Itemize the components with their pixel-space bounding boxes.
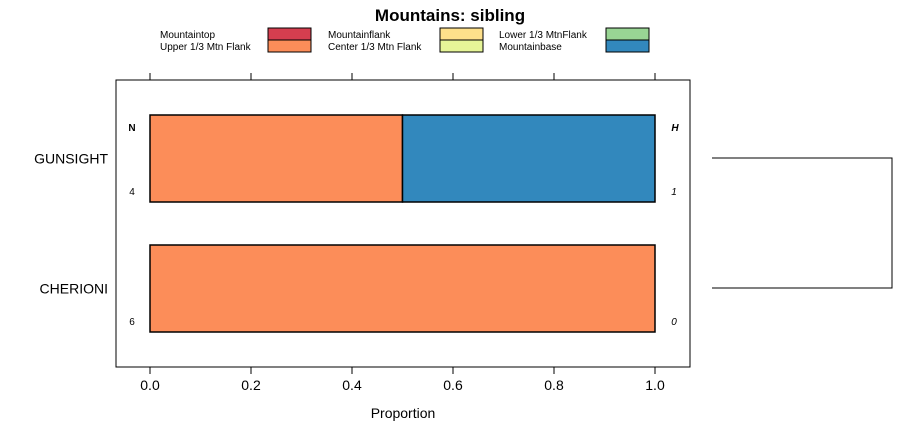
x-tick-label: 0.2 (241, 377, 261, 393)
bar-segment (401, 114, 656, 203)
x-tick-label: 0.8 (544, 377, 564, 393)
x-tick-label: 0.4 (342, 377, 362, 393)
category-label: CHERIONI (40, 281, 108, 297)
legend-swatch (439, 39, 484, 53)
legend-swatch (605, 39, 650, 53)
n-value: 6 (129, 317, 135, 328)
legend-label: Mountaintop (160, 30, 215, 41)
bar-segment (149, 114, 404, 203)
chart-title: Mountains: sibling (375, 6, 525, 25)
h-value: 1 (671, 187, 677, 198)
legend-label: Center 1/3 Mtn Flank (328, 42, 422, 53)
legend-label: Mountainbase (499, 42, 562, 53)
x-tick-label: 0.0 (140, 377, 160, 393)
x-axis-label: Proportion (371, 405, 436, 421)
bars: GUNSIGHT 4 1 CHERIONI 6 0 (34, 114, 677, 333)
legend-swatch (267, 39, 312, 53)
legend-swatch (267, 27, 312, 41)
plot-panel (115, 79, 691, 368)
h-header: H (671, 123, 679, 134)
legend-label: Upper 1/3 Mtn Flank (160, 42, 252, 53)
bar-segment (149, 244, 656, 333)
legend-label: Mountainflank (328, 30, 391, 41)
dendrogram (712, 157, 893, 289)
h-value: 0 (671, 317, 677, 328)
n-value: 4 (129, 187, 135, 198)
legend-label: Lower 1/3 MtnFlank (499, 30, 588, 41)
n-header: N (128, 123, 135, 134)
legend-swatch (605, 27, 650, 41)
category-label: GUNSIGHT (34, 151, 108, 167)
x-axis: 0.0 0.2 0.4 0.6 0.8 1.0 (140, 73, 665, 393)
x-tick-label: 1.0 (645, 377, 665, 393)
x-tick-label: 0.6 (443, 377, 463, 393)
legend-swatch (439, 27, 484, 41)
